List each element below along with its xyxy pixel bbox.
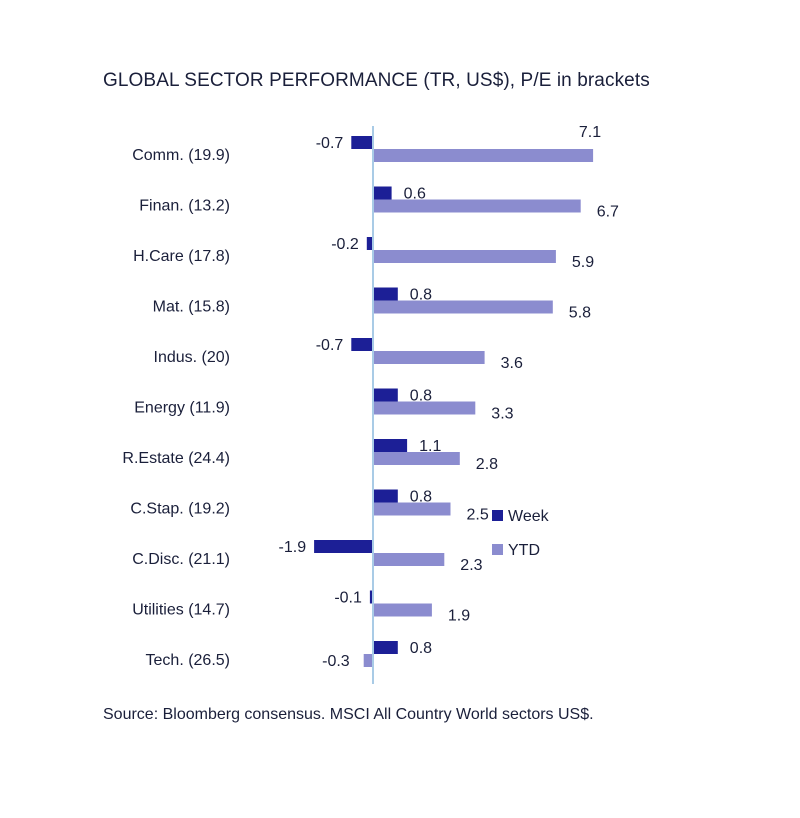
week-value-label: 0.8 — [410, 489, 432, 506]
chart-title: GLOBAL SECTOR PERFORMANCE (TR, US$), P/E… — [103, 70, 650, 91]
ytd-value-label: -0.3 — [322, 653, 350, 670]
legend-week-swatch — [492, 510, 503, 521]
week-value-label: 1.1 — [419, 438, 441, 455]
week-value-label: -0.7 — [316, 337, 344, 354]
category-label: H.Care (17.8) — [133, 248, 230, 265]
ytd-value-label: 2.8 — [476, 456, 498, 473]
week-bar — [314, 540, 373, 553]
week-bar — [369, 590, 373, 604]
ytd-value-label: 2.3 — [460, 557, 482, 574]
ytd-value-label: 2.5 — [467, 507, 489, 524]
category-label: Finan. (13.2) — [139, 198, 230, 215]
legend-week-label: Week — [508, 508, 550, 525]
ytd-value-label: 7.1 — [579, 124, 601, 141]
category-label: Comm. (19.9) — [132, 147, 230, 164]
category-label: C.Stap. (19.2) — [130, 501, 230, 518]
ytd-value-label: 1.9 — [448, 608, 470, 625]
week-bar — [351, 136, 373, 149]
category-label: Tech. (26.5) — [146, 652, 230, 669]
category-label: Indus. (20) — [154, 349, 230, 366]
ytd-bar — [373, 553, 445, 566]
ytd-value-label: 5.8 — [569, 305, 591, 322]
category-label: Energy (11.9) — [134, 400, 230, 417]
ytd-bar — [373, 300, 553, 314]
ytd-bar — [373, 149, 594, 162]
week-bar — [373, 641, 398, 654]
ytd-value-label: 3.3 — [491, 406, 513, 423]
ytd-value-label: 3.6 — [501, 355, 523, 372]
week-value-label: 0.6 — [404, 186, 426, 203]
ytd-bar — [373, 502, 451, 516]
week-bar — [373, 287, 398, 301]
week-bar — [373, 186, 392, 200]
category-label: Mat. (15.8) — [153, 299, 230, 316]
ytd-bar — [373, 401, 476, 415]
ytd-bar — [373, 250, 556, 263]
ytd-value-label: 6.7 — [597, 204, 619, 221]
week-bar — [373, 489, 398, 503]
week-bar — [366, 237, 373, 250]
week-value-label: -0.2 — [331, 236, 359, 253]
category-label: C.Disc. (21.1) — [132, 551, 230, 568]
week-value-label: -1.9 — [279, 539, 307, 556]
week-value-label: 0.8 — [410, 388, 432, 405]
category-label: Utilities (14.7) — [132, 602, 230, 619]
week-bar — [373, 439, 408, 452]
ytd-bar — [373, 351, 485, 364]
week-bar — [351, 338, 373, 351]
week-bar — [373, 388, 398, 402]
week-value-label: -0.1 — [334, 590, 362, 607]
week-value-label: 0.8 — [410, 287, 432, 304]
ytd-bar — [363, 654, 373, 667]
source-note: Source: Bloomberg consensus. MSCI All Co… — [103, 706, 594, 723]
ytd-value-label: 5.9 — [572, 254, 594, 271]
ytd-bar — [373, 199, 581, 213]
week-value-label: -0.7 — [316, 135, 344, 152]
week-value-label: 0.8 — [410, 640, 432, 657]
legend-ytd-swatch — [492, 544, 503, 555]
category-label: R.Estate (24.4) — [122, 450, 230, 467]
legend-ytd-label: YTD — [508, 542, 540, 559]
ytd-bar — [373, 452, 460, 465]
ytd-bar — [373, 603, 432, 617]
